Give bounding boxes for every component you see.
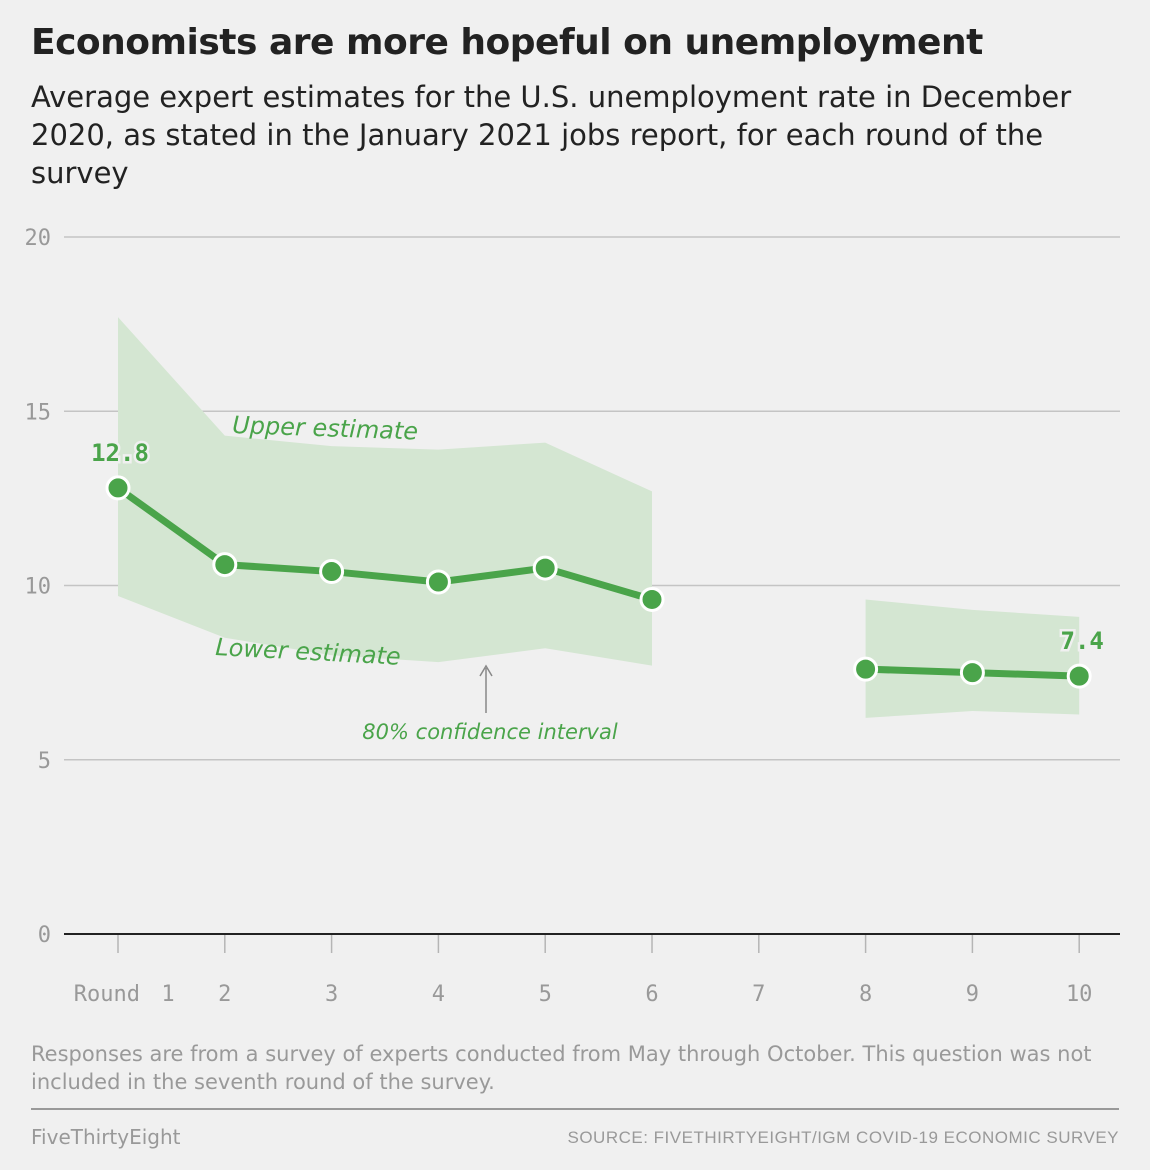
confidence-band-1 bbox=[118, 317, 652, 666]
y-tick-label: 5 bbox=[38, 749, 51, 774]
y-tick-label: 20 bbox=[25, 226, 52, 251]
x-tick-label: 2 bbox=[218, 982, 231, 1007]
data-point bbox=[1066, 663, 1092, 689]
upper-estimate-label: Upper estimate bbox=[232, 411, 419, 445]
x-tick-label: 9 bbox=[966, 982, 979, 1007]
footer-divider bbox=[31, 1108, 1119, 1110]
x-tick-label: 6 bbox=[645, 982, 658, 1007]
confidence-bands bbox=[118, 317, 1080, 718]
chart-title: Economists are more hopeful on unemploym… bbox=[31, 22, 983, 63]
y-tick-label: 15 bbox=[25, 400, 52, 425]
series-points bbox=[105, 475, 1092, 689]
chart-subtitle: Average expert estimates for the U.S. un… bbox=[31, 80, 1072, 190]
data-point bbox=[639, 586, 665, 612]
x-tick-label: 10 bbox=[1066, 982, 1093, 1007]
x-tick-label: 3 bbox=[325, 982, 338, 1007]
x-tick-label: 1 bbox=[161, 982, 174, 1007]
data-point bbox=[425, 569, 451, 595]
axes: 1 Round 2 3 4 5 6 7 8 9 10 bbox=[64, 933, 1120, 1007]
x-tick-label: 7 bbox=[752, 982, 765, 1007]
confidence-interval-label: 80% confidence interval bbox=[362, 720, 618, 744]
series-line-segment bbox=[114, 484, 656, 603]
data-point bbox=[532, 555, 558, 581]
y-tick-label: 0 bbox=[38, 923, 51, 948]
data-point bbox=[959, 660, 985, 686]
x-tick-label: 4 bbox=[432, 982, 445, 1007]
data-point bbox=[853, 656, 879, 682]
data-labels: 12.8 7.4 bbox=[89, 436, 1107, 657]
x-tick-label: 8 bbox=[859, 982, 872, 1007]
x-tick-prefix: Round bbox=[74, 982, 140, 1007]
brand-logo: FiveThirtyEight bbox=[31, 1125, 181, 1149]
interval-arrow-head bbox=[479, 664, 493, 677]
confidence-band-2 bbox=[865, 599, 1080, 718]
data-label: 12.8 bbox=[91, 439, 149, 467]
x-tick-label: 5 bbox=[539, 982, 552, 1007]
footnote: Responses are from a survey of experts c… bbox=[31, 1042, 1092, 1094]
data-point bbox=[319, 559, 345, 585]
y-tick-label: 10 bbox=[25, 575, 52, 600]
source-credit: SOURCE: FIVETHIRTYEIGHT/IGM COVID-19 ECO… bbox=[567, 1128, 1119, 1147]
data-label: 7.4 bbox=[1061, 627, 1104, 655]
data-point bbox=[212, 552, 238, 578]
data-point bbox=[105, 475, 131, 501]
